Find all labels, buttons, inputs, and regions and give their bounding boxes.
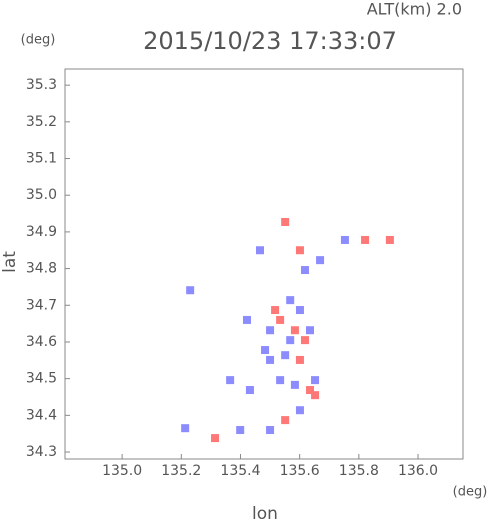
y-tick-label: 35.0 <box>26 187 57 203</box>
y-tick-label: 34.6 <box>26 334 57 350</box>
radar-cell <box>311 376 320 385</box>
radar-cell <box>276 376 285 385</box>
radar-cell <box>286 336 295 345</box>
chart-title: 2015/10/23 17:33:07 <box>143 27 397 55</box>
radar-cell <box>266 355 275 364</box>
x-unit: (deg) <box>453 485 488 500</box>
radar-cell <box>181 424 190 433</box>
radar-cell <box>226 376 235 385</box>
y-tick-label: 34.9 <box>26 224 57 240</box>
y-tick-label: 34.7 <box>26 297 57 313</box>
radar-cell <box>300 266 309 275</box>
radar-cell <box>236 426 245 435</box>
y-tick-label: 34.8 <box>26 261 57 277</box>
radar-cell <box>271 306 280 315</box>
y-tick-label: 35.1 <box>26 151 57 167</box>
y-unit: (deg) <box>21 33 56 48</box>
radar-cell <box>306 386 315 395</box>
radar-cell <box>290 326 299 335</box>
radar-cell <box>276 315 285 324</box>
radar-cell <box>295 306 304 315</box>
radar-cell <box>256 246 265 255</box>
radar-cell <box>295 355 304 364</box>
radar-cell <box>281 217 290 226</box>
radar-cell <box>261 346 270 355</box>
radar-cell <box>300 336 309 345</box>
x-tick-label: 135.2 <box>161 463 201 479</box>
y-tick-label: 35.3 <box>26 77 57 93</box>
y-tick-label: 34.5 <box>26 371 57 387</box>
y-tick-label: 34.3 <box>26 444 57 460</box>
radar-cell <box>211 434 220 443</box>
x-tick-label: 135.0 <box>102 463 142 479</box>
y-tick-label: 34.4 <box>26 407 57 423</box>
x-tick-label: 135.8 <box>339 463 379 479</box>
radar-cell <box>186 286 195 295</box>
radar-cell <box>281 416 290 425</box>
radar-cell <box>340 235 349 244</box>
radar-cell <box>361 235 370 244</box>
radar-cell <box>311 391 320 400</box>
altitude-label: ALT(km) 2.0 <box>367 0 462 19</box>
plot-frame <box>64 68 464 460</box>
radar-cell <box>281 351 290 360</box>
radar-cell <box>306 326 315 335</box>
x-axis-label: lon <box>252 504 278 521</box>
radar-cell <box>295 406 304 415</box>
radar-cell <box>385 235 394 244</box>
radar-cell <box>295 246 304 255</box>
y-axis-label: lat <box>0 251 20 273</box>
x-tick-label: 135.6 <box>280 463 320 479</box>
radar-cell <box>242 315 251 324</box>
radar-cell <box>316 256 325 265</box>
radar-cell <box>286 296 295 305</box>
radar-cell <box>245 386 254 395</box>
y-tick-label: 35.2 <box>26 114 57 130</box>
x-tick-label: 136.0 <box>398 463 438 479</box>
radar-cell <box>290 380 299 389</box>
radar-cell <box>266 426 275 435</box>
x-tick-label: 135.4 <box>220 463 260 479</box>
radar-cell <box>266 326 275 335</box>
